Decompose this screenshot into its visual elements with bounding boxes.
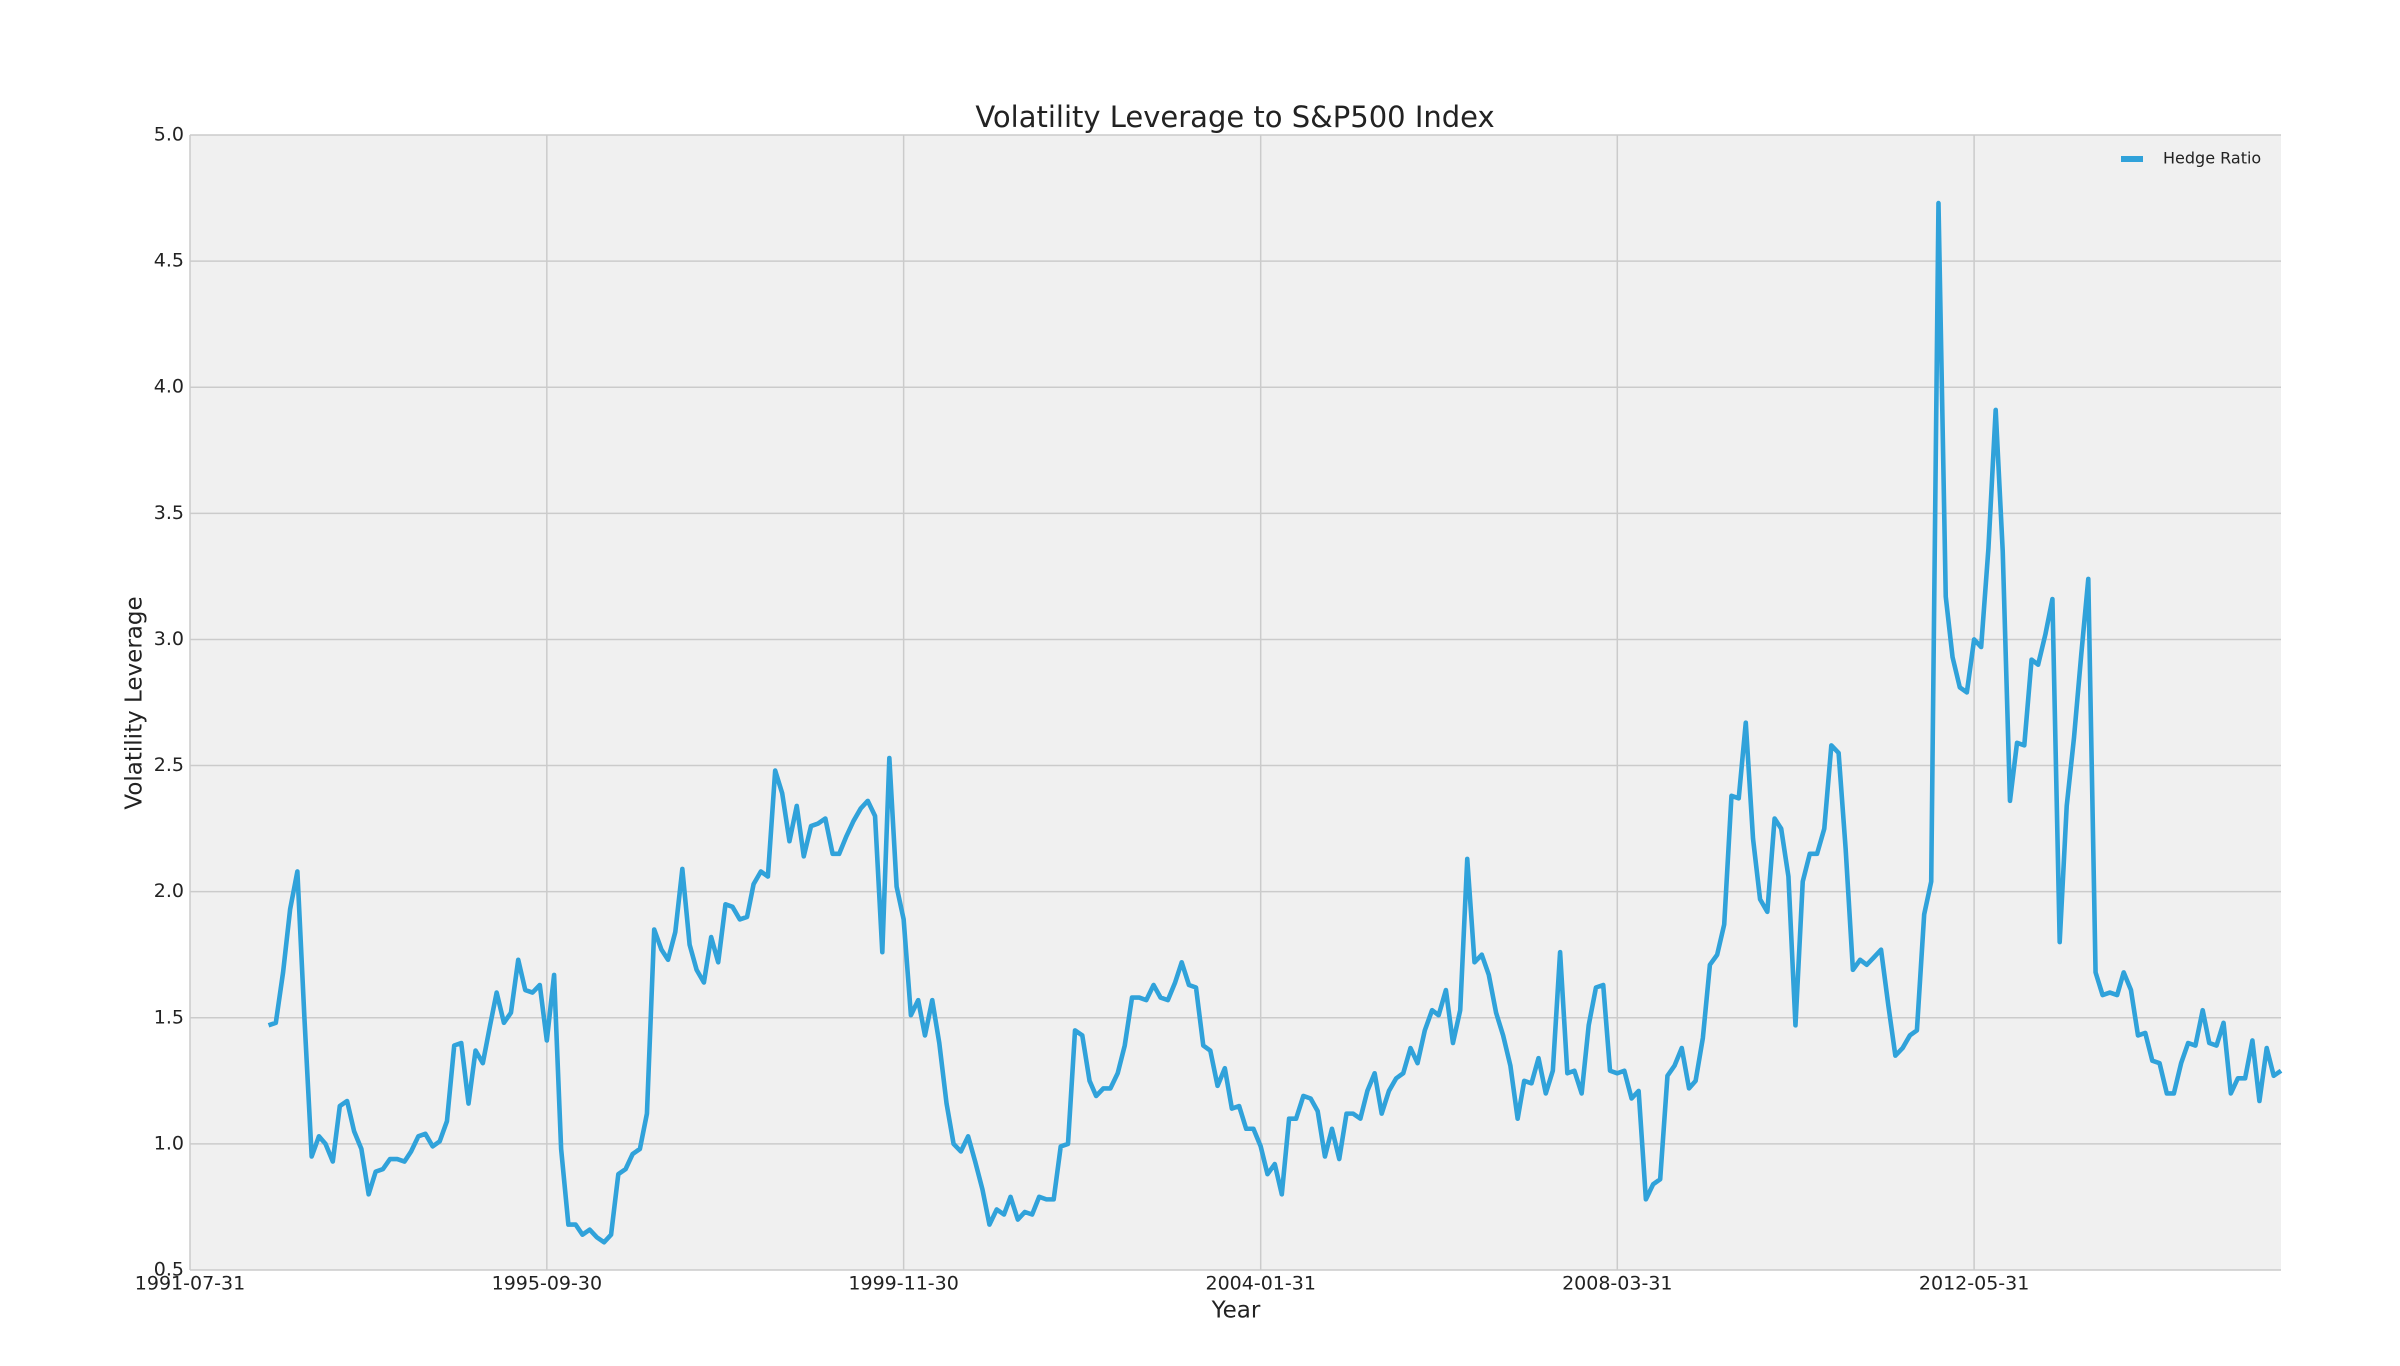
x-tick-label: 1995-09-30 [492, 1273, 602, 1295]
x-tick-label: 2008-03-31 [1562, 1273, 1672, 1295]
x-tick-label: 1999-11-30 [848, 1273, 958, 1295]
y-tick-label: 1.0 [154, 1132, 184, 1154]
y-tick-label: 4.0 [154, 376, 184, 398]
x-axis-label: Year [1211, 1298, 1261, 1324]
y-tick-label: 2.0 [154, 880, 184, 902]
y-axis-label: Volatility Leverage [122, 596, 148, 809]
data-line [267, 200, 2283, 1245]
x-tick-label: 2012-05-31 [1919, 1273, 2029, 1295]
x-tick-label: 1991-07-31 [135, 1273, 245, 1295]
y-tick-label: 3.5 [154, 502, 184, 524]
y-tick-label: 1.5 [154, 1006, 184, 1028]
y-tick-label: 5.0 [154, 124, 184, 146]
chart-title: Volatility Leverage to S&P500 Index [975, 100, 1494, 134]
y-tick-label: 0.5 [154, 1259, 184, 1281]
y-tick-label: 2.5 [154, 754, 184, 776]
plot-area [190, 135, 2281, 1270]
y-tick-label: 3.0 [154, 628, 184, 650]
x-tick-label: 2004-01-31 [1205, 1273, 1315, 1295]
legend-label: Hedge Ratio [2163, 149, 2261, 168]
y-tick-label: 4.5 [154, 250, 184, 272]
